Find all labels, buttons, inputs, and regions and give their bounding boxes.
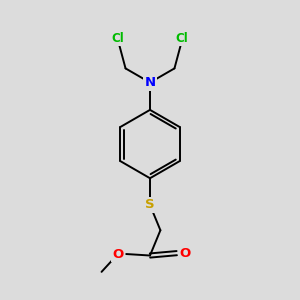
Text: N: N bbox=[144, 76, 156, 89]
Text: Cl: Cl bbox=[112, 32, 124, 45]
Text: Cl: Cl bbox=[176, 32, 188, 45]
Text: O: O bbox=[179, 247, 191, 260]
Text: S: S bbox=[145, 199, 155, 212]
Text: O: O bbox=[112, 248, 124, 260]
